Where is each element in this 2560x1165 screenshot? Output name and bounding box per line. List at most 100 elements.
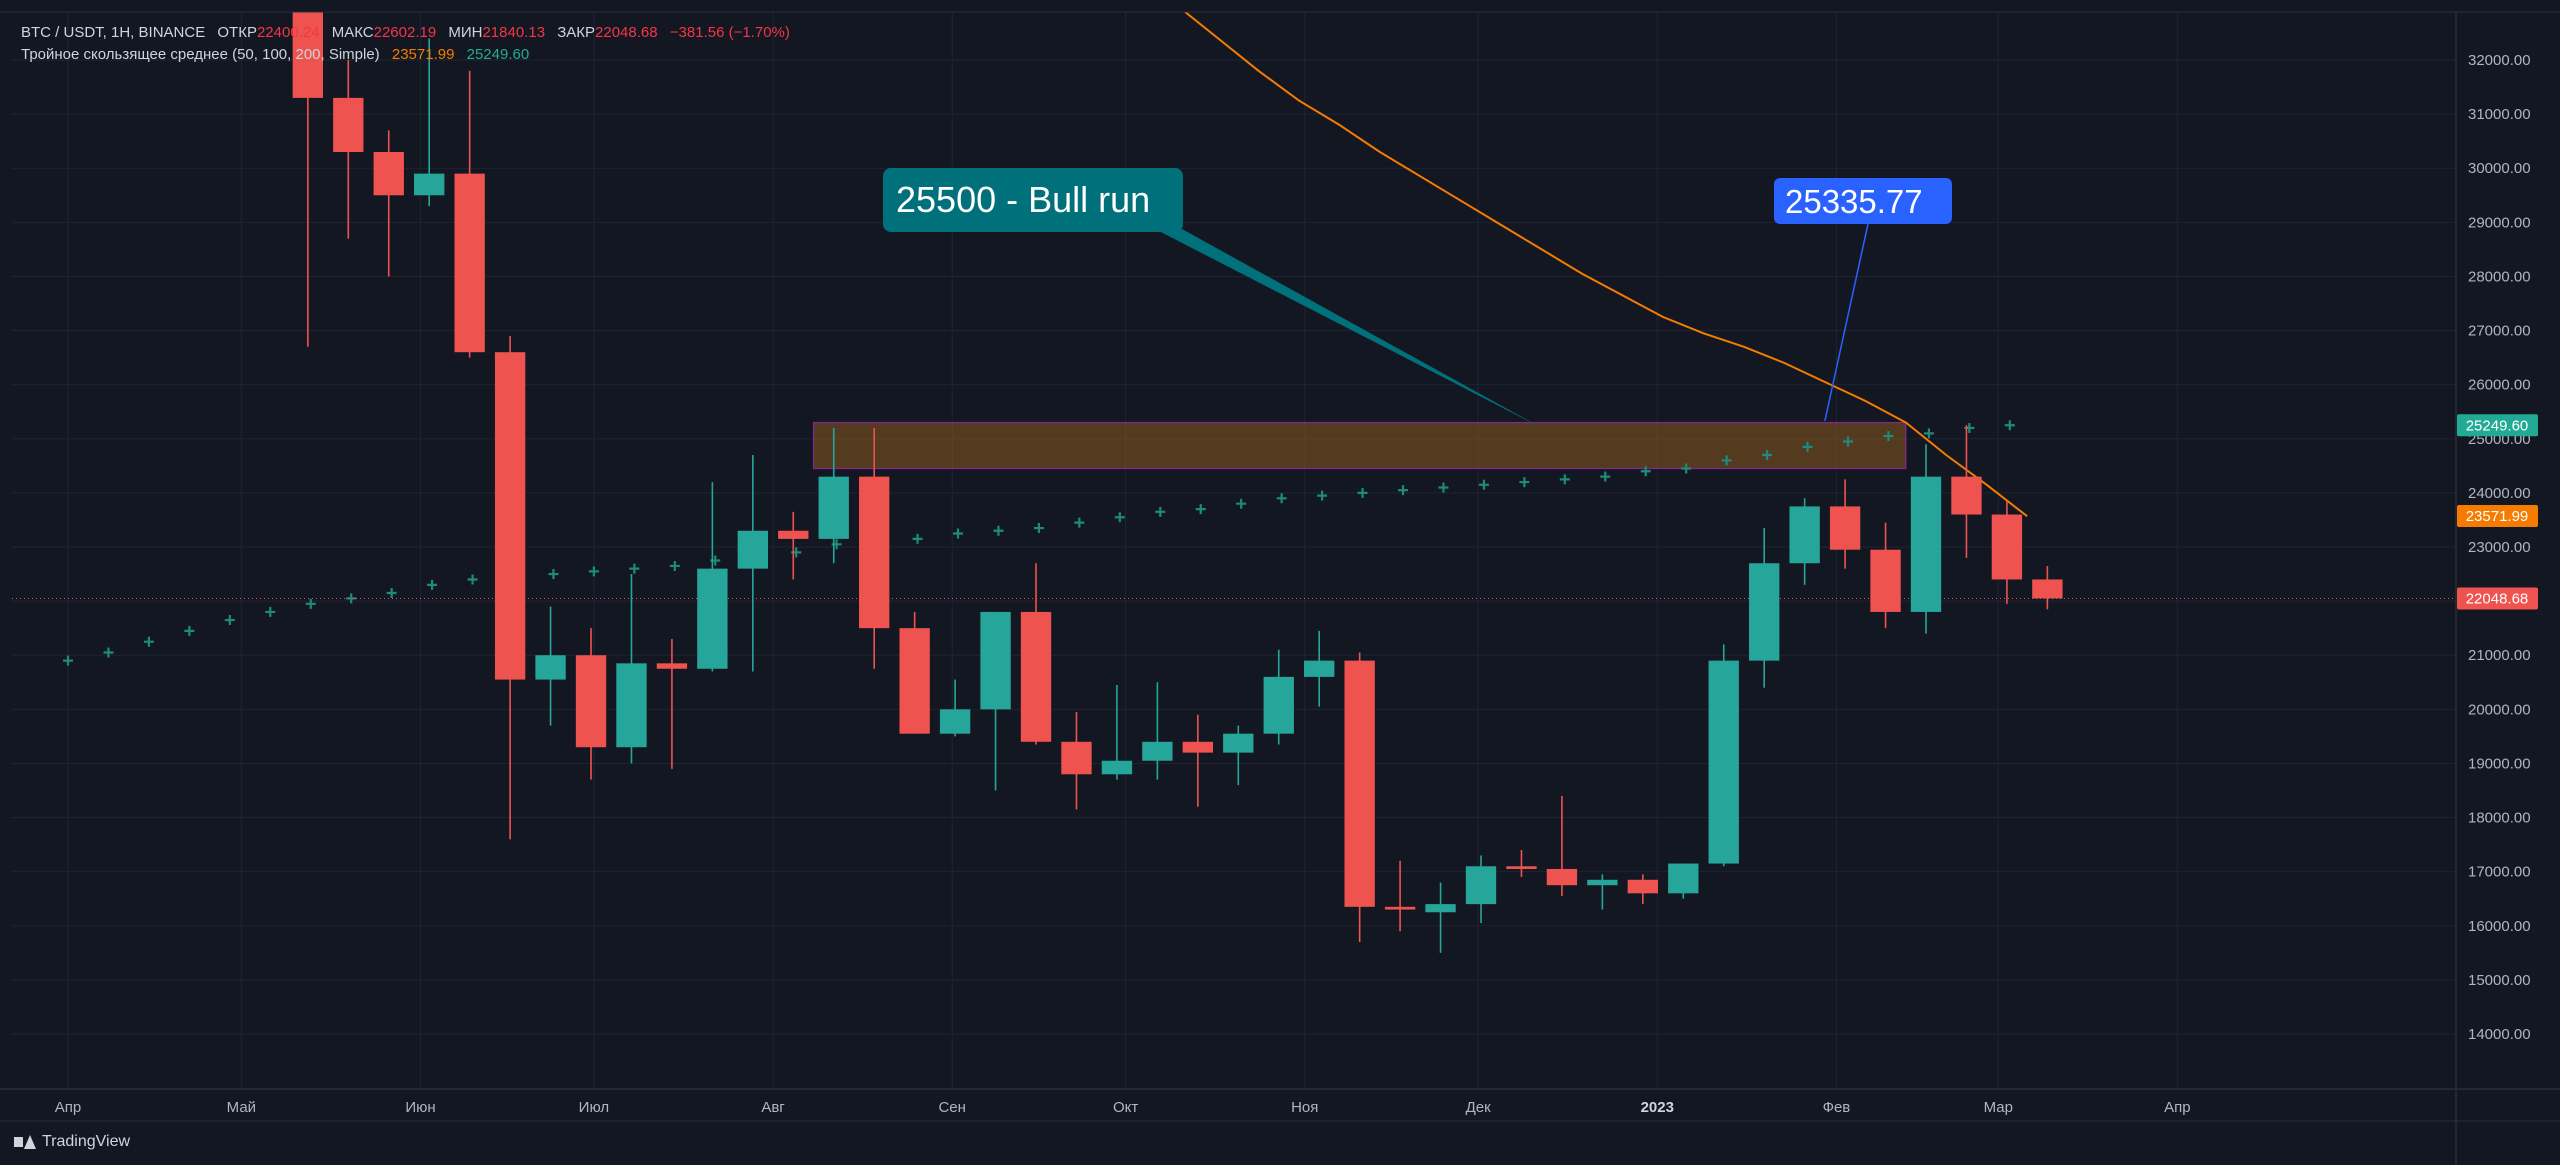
candle-down[interactable] [2032,565,2063,610]
resistance-zone[interactable] [812,421,1907,470]
candle-body[interactable] [656,663,688,669]
candle-body[interactable] [1223,733,1254,753]
candle-up[interactable] [818,427,849,564]
candle-body[interactable] [1668,863,1699,894]
candle-body[interactable] [292,0,324,98]
candle-body[interactable] [1910,476,1942,612]
candle-up[interactable] [697,482,728,672]
callouts[interactable]: 25500 - Bull run 25335.77 [883,168,1952,428]
candle-down[interactable] [1951,425,1982,558]
candle-body[interactable] [818,476,849,539]
candle-down[interactable] [1061,712,1092,810]
candle-up[interactable] [1708,644,1739,867]
candle-up[interactable] [1142,682,1173,780]
candle-up[interactable] [1263,649,1294,745]
axes[interactable]: 14000.00 15000.00 16000.00 17000.00 18000.00… [0,11,2560,1165]
candle-body[interactable] [1304,660,1335,677]
candle-up[interactable] [1668,863,1699,899]
candle-body[interactable] [1789,506,1820,564]
candle-down[interactable] [1020,563,1052,745]
candle-body[interactable] [1142,741,1173,761]
candle-down[interactable] [292,0,324,347]
candle-body[interactable] [575,655,607,748]
candles[interactable] [292,0,2063,953]
candle-up[interactable] [737,455,769,672]
candle-body[interactable] [1263,676,1294,734]
candle-down[interactable] [1829,479,1861,569]
candle-body[interactable] [1546,868,1578,886]
candle-down[interactable] [575,628,607,780]
candle-body[interactable] [1384,906,1416,910]
candle-body[interactable] [414,173,445,196]
candle-body[interactable] [1344,660,1375,907]
candle-up[interactable] [414,38,445,207]
candle-body[interactable] [1425,904,1456,913]
candle-body[interactable] [1182,741,1214,753]
zone-layer[interactable] [812,421,1907,470]
candle-up[interactable] [1587,874,1618,910]
candle-body[interactable] [333,97,364,152]
candle-body[interactable] [535,655,566,680]
candle-up[interactable] [1465,855,1497,924]
price-axis-label[interactable] [2457,414,2538,437]
bull-run-callout[interactable] [883,168,1183,232]
candle-up[interactable] [535,606,566,726]
candle-body[interactable] [1829,506,1861,550]
candle-up[interactable] [1425,882,1456,953]
candle-up[interactable] [1789,498,1820,585]
candle-down[interactable] [1344,652,1375,943]
candle-down[interactable] [1991,501,2023,604]
candle-body[interactable] [1749,563,1780,661]
candle-down[interactable] [1384,860,1416,932]
candle-body[interactable] [980,611,1011,710]
candle-down[interactable] [1506,850,1537,878]
candle-down[interactable] [778,511,809,580]
candle-up[interactable] [939,679,971,737]
candle-body[interactable] [454,173,485,353]
candle-body[interactable] [1870,549,1901,612]
candle-body[interactable] [778,530,809,539]
candle-down[interactable] [494,335,526,840]
candle-body[interactable] [1506,866,1537,869]
candle-down[interactable] [333,60,364,239]
candle-body[interactable] [697,568,728,669]
candle-body[interactable] [1101,760,1133,775]
candle-body[interactable] [1020,611,1052,742]
price-callout[interactable] [1774,178,1952,224]
candle-up[interactable] [980,611,1011,791]
candle-body[interactable] [1951,476,1982,515]
candle-up[interactable] [1223,725,1254,786]
candle-down[interactable] [1627,874,1658,905]
candle-body[interactable] [939,709,971,734]
candle-body[interactable] [616,663,647,748]
candle-down[interactable] [1546,795,1578,897]
candle-down[interactable] [373,130,404,277]
candle-up[interactable] [1910,444,1942,634]
candle-down[interactable] [454,70,485,358]
candle-up[interactable] [1101,684,1133,780]
candle-down[interactable] [859,427,890,669]
candle-body[interactable] [1627,879,1658,894]
candle-body[interactable] [494,352,526,680]
candle-body[interactable] [1587,879,1618,886]
candle-body[interactable] [899,628,930,734]
tradingview-brand[interactable]: TradingView [14,1133,130,1151]
candle-up[interactable] [616,574,647,764]
candle-body[interactable] [1465,866,1497,905]
candle-body[interactable] [1708,660,1739,864]
candle-body[interactable] [1991,514,2023,580]
candle-body[interactable] [737,530,769,569]
candle-body[interactable] [859,476,890,629]
candle-up[interactable] [1749,528,1780,688]
price-axis-label[interactable] [2457,587,2538,610]
candle-down[interactable] [899,611,930,734]
candle-down[interactable] [656,638,688,769]
candle-body[interactable] [1061,741,1092,775]
candle-body[interactable] [373,151,404,196]
candle-down[interactable] [1870,522,1901,629]
candle-down[interactable] [1182,714,1214,807]
candle-body[interactable] [2032,579,2063,599]
candle-up[interactable] [1304,630,1335,707]
price-axis-label[interactable] [2457,505,2538,528]
